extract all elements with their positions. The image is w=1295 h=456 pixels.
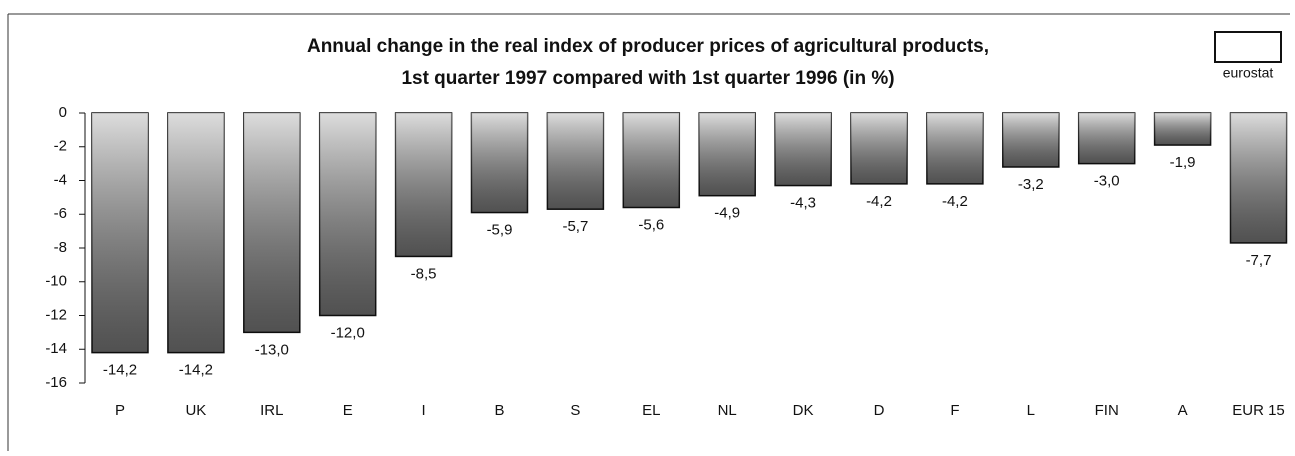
x-tick-label: S	[570, 402, 580, 419]
x-tick-label: NL	[718, 402, 737, 419]
data-label: -4,3	[790, 195, 816, 212]
bar-shade	[471, 113, 528, 213]
x-tick-label: IRL	[260, 402, 283, 419]
bar-shade	[1002, 113, 1059, 167]
logo-text: eurostat	[1223, 65, 1274, 81]
data-label: -14,2	[103, 362, 137, 379]
x-tick-label: F	[950, 402, 959, 419]
x-tick-label: I	[422, 402, 426, 419]
bar-shade	[1154, 113, 1211, 146]
bar-shade	[775, 113, 832, 186]
bar-shade	[623, 113, 680, 208]
data-label: -3,2	[1018, 176, 1044, 193]
x-tick-label: EUR 15	[1232, 402, 1285, 419]
y-tick-label: -8	[54, 239, 67, 256]
chart-title: 1st quarter 1997 compared with 1st quart…	[401, 68, 894, 89]
y-tick-label: -10	[45, 273, 67, 290]
bar-shade	[395, 113, 452, 257]
bar-shade	[547, 113, 604, 210]
y-tick-label: 0	[59, 104, 67, 121]
bar-shade	[243, 113, 300, 333]
data-label: -1,9	[1170, 154, 1196, 171]
x-tick-label: UK	[185, 402, 206, 419]
y-tick-label: -2	[54, 138, 67, 155]
bar-shade	[926, 113, 983, 184]
y-tick-label: -12	[45, 306, 67, 323]
x-tick-label: L	[1027, 402, 1035, 419]
x-tick-label: B	[494, 402, 504, 419]
data-label: -3,0	[1094, 173, 1120, 190]
data-label: -8,5	[411, 265, 437, 282]
data-label: -5,9	[487, 222, 513, 239]
bar-shade	[92, 113, 148, 353]
x-tick-label: FIN	[1095, 402, 1119, 419]
x-tick-label: A	[1178, 402, 1188, 419]
y-tick-label: -4	[54, 171, 67, 188]
y-tick-label: -16	[45, 374, 67, 391]
data-label: -14,2	[179, 362, 213, 379]
y-tick-label: -14	[45, 340, 67, 357]
x-tick-label: EL	[642, 402, 660, 419]
chart-title: Annual change in the real index of produ…	[307, 36, 989, 57]
bar-shade	[319, 113, 376, 316]
bar-shade	[851, 113, 907, 184]
data-label: -7,7	[1246, 252, 1272, 269]
data-label: -4,2	[866, 193, 892, 210]
x-tick-label: P	[115, 402, 125, 419]
data-label: -4,9	[714, 205, 740, 222]
bar-shade	[1078, 113, 1135, 164]
logo-box	[1214, 31, 1282, 63]
data-label: -5,7	[562, 218, 588, 235]
y-tick-label: -6	[54, 205, 67, 222]
data-label: -5,6	[638, 216, 664, 233]
data-label: -4,2	[942, 193, 968, 210]
bar-shade	[167, 113, 224, 353]
bar-shade	[699, 113, 756, 196]
x-tick-label: DK	[793, 402, 814, 419]
data-label: -13,0	[255, 341, 289, 358]
bar-shade	[1230, 113, 1287, 243]
x-tick-label: D	[874, 402, 885, 419]
logo: eurostat	[1214, 31, 1282, 81]
data-label: -12,0	[331, 324, 365, 341]
x-tick-label: E	[343, 402, 353, 419]
